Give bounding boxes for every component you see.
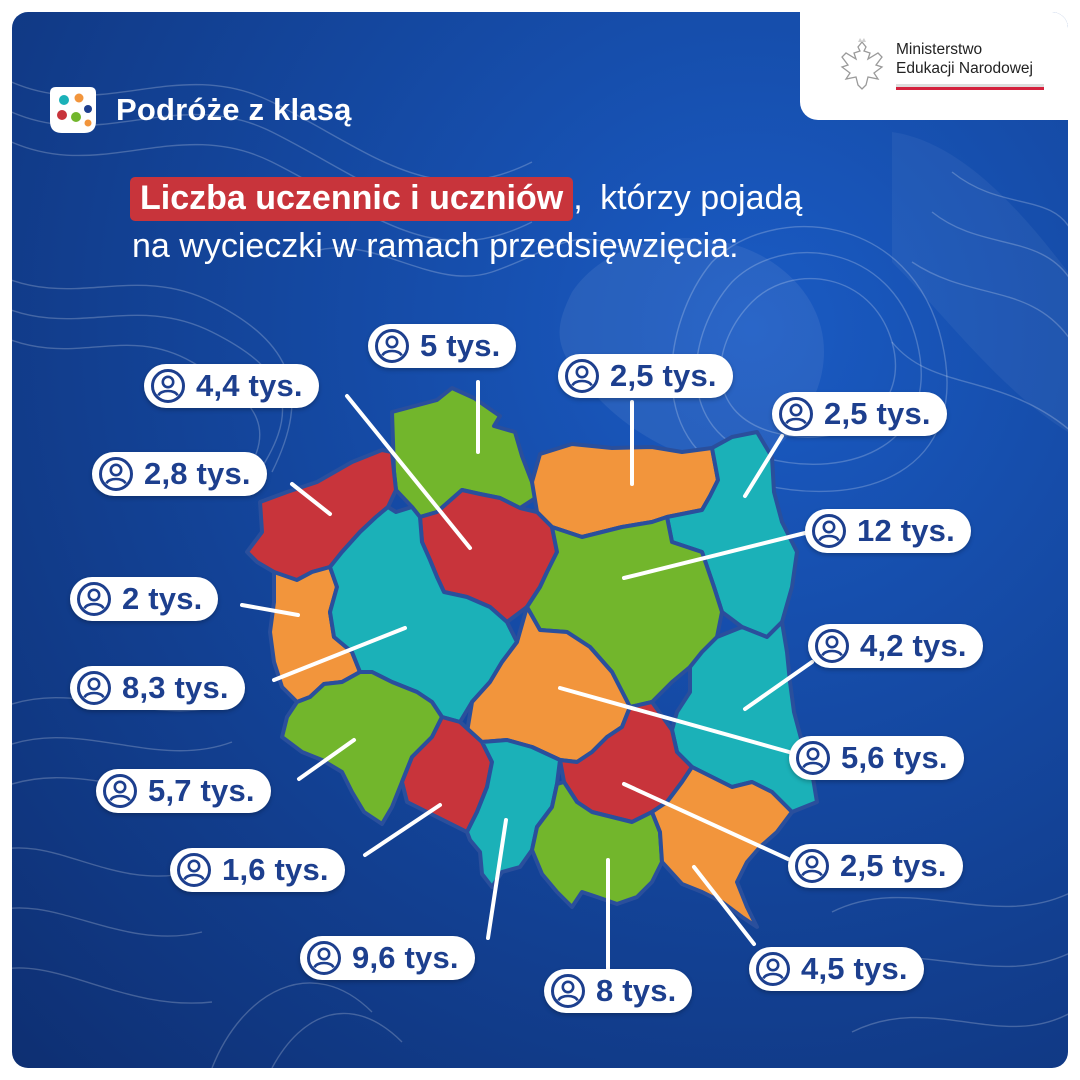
leader-line-opolskie bbox=[363, 803, 442, 857]
leader-line-lubuskie bbox=[240, 603, 300, 617]
leader-line-wielkopolskie bbox=[272, 626, 407, 682]
ministry-name-line2: Edukacji Narodowej bbox=[896, 60, 1033, 77]
person-circle-icon bbox=[374, 328, 410, 364]
leader-line-kujawsko-pomorskie bbox=[345, 394, 472, 550]
person-circle-icon bbox=[98, 456, 134, 492]
value-text: 2,8 tys. bbox=[144, 456, 251, 491]
value-text: 8,3 tys. bbox=[122, 670, 229, 705]
value-text: 4,5 tys. bbox=[801, 951, 908, 986]
leader-line-podlaskie bbox=[743, 434, 784, 498]
person-circle-icon bbox=[76, 581, 112, 617]
infographic-card: Ministerstwo Edukacji Narodowej Podróże … bbox=[12, 12, 1068, 1068]
person-circle-icon bbox=[102, 773, 138, 809]
value-pill-swietokrzyskie: 2,5 tys. bbox=[788, 844, 963, 888]
value-text: 2 tys. bbox=[122, 581, 203, 616]
headline-comma: , bbox=[573, 179, 583, 217]
value-pill-kujawsko-pomorskie: 4,4 tys. bbox=[144, 364, 319, 408]
leader-line-lubelskie bbox=[743, 660, 814, 711]
person-circle-icon bbox=[176, 852, 212, 888]
value-pill-podlaskie: 2,5 tys. bbox=[772, 392, 947, 436]
poland-voivodeship-map bbox=[240, 380, 819, 972]
ministry-badge: Ministerstwo Edukacji Narodowej bbox=[800, 12, 1068, 120]
headline: Liczba uczennic i uczniów, którzy pojadą… bbox=[130, 174, 1030, 270]
region-malopolskie bbox=[530, 780, 664, 909]
ministry-name-line1: Ministerstwo bbox=[896, 41, 983, 58]
flag-white-stripe bbox=[896, 84, 1044, 87]
person-circle-icon bbox=[564, 358, 600, 394]
leader-line-mazowieckie bbox=[622, 531, 807, 580]
value-pill-slaskie: 9,6 tys. bbox=[300, 936, 475, 980]
person-circle-icon bbox=[814, 628, 850, 664]
leader-line-swietokrzyskie bbox=[622, 782, 790, 861]
person-circle-icon bbox=[550, 973, 586, 1009]
value-pill-lubelskie: 4,2 tys. bbox=[808, 624, 983, 668]
person-circle-icon bbox=[778, 396, 814, 432]
brand-name: Podróże z klasą bbox=[116, 92, 352, 127]
value-text: 12 tys. bbox=[857, 513, 955, 548]
person-circle-icon bbox=[150, 368, 186, 404]
value-pill-zachodniopomorskie: 2,8 tys. bbox=[92, 452, 267, 496]
value-text: 2,5 tys. bbox=[824, 396, 931, 431]
value-pill-lubuskie: 2 tys. bbox=[70, 577, 219, 621]
leader-line-slaskie bbox=[486, 818, 508, 940]
value-text: 2,5 tys. bbox=[840, 848, 947, 883]
value-text: 5,7 tys. bbox=[148, 773, 255, 808]
person-circle-icon bbox=[794, 848, 830, 884]
value-pill-warminsko-mazurskie: 2,5 tys. bbox=[558, 354, 733, 398]
value-text: 4,2 tys. bbox=[860, 628, 967, 663]
value-text: 4,4 tys. bbox=[196, 368, 303, 403]
value-text: 1,6 tys. bbox=[222, 852, 329, 887]
person-circle-icon bbox=[76, 670, 112, 706]
brand-logo-icon bbox=[50, 87, 96, 133]
value-pill-mazowieckie: 12 tys. bbox=[805, 509, 971, 553]
brand: Podróże z klasą bbox=[46, 82, 352, 138]
person-circle-icon bbox=[755, 951, 791, 987]
value-text: 8 tys. bbox=[596, 973, 677, 1008]
value-text: 2,5 tys. bbox=[610, 358, 717, 393]
person-circle-icon bbox=[811, 513, 847, 549]
flag-red-stripe bbox=[896, 87, 1044, 90]
headline-rest: którzy pojadą bbox=[600, 179, 803, 217]
value-pill-opolskie: 1,6 tys. bbox=[170, 848, 345, 892]
leader-line-zachodniopomorskie bbox=[290, 482, 332, 516]
person-circle-icon bbox=[795, 740, 831, 776]
headline-highlight: Liczba uczennic i uczniów bbox=[130, 177, 574, 221]
region-podkarpackie bbox=[650, 765, 794, 929]
value-text: 5 tys. bbox=[420, 328, 501, 363]
value-text: 5,6 tys. bbox=[841, 740, 948, 775]
leader-line-lodzkie bbox=[558, 686, 791, 754]
leader-line-podkarpackie bbox=[692, 865, 756, 946]
person-circle-icon bbox=[306, 940, 342, 976]
value-pill-dolnoslaskie: 5,7 tys. bbox=[96, 769, 271, 813]
value-pill-wielkopolskie: 8,3 tys. bbox=[70, 666, 245, 710]
value-pill-pomorskie: 5 tys. bbox=[368, 324, 517, 368]
eagle-emblem-icon bbox=[840, 38, 884, 90]
leader-line-dolnoslaskie bbox=[297, 738, 356, 781]
value-text: 9,6 tys. bbox=[352, 940, 459, 975]
headline-line2: na wycieczki w ramach przedsięwzięcia: bbox=[132, 227, 739, 265]
value-pill-podkarpackie: 4,5 tys. bbox=[749, 947, 924, 991]
value-pill-lodzkie: 5,6 tys. bbox=[789, 736, 964, 780]
value-pill-malopolskie: 8 tys. bbox=[544, 969, 693, 1013]
leader-lines bbox=[240, 380, 814, 972]
